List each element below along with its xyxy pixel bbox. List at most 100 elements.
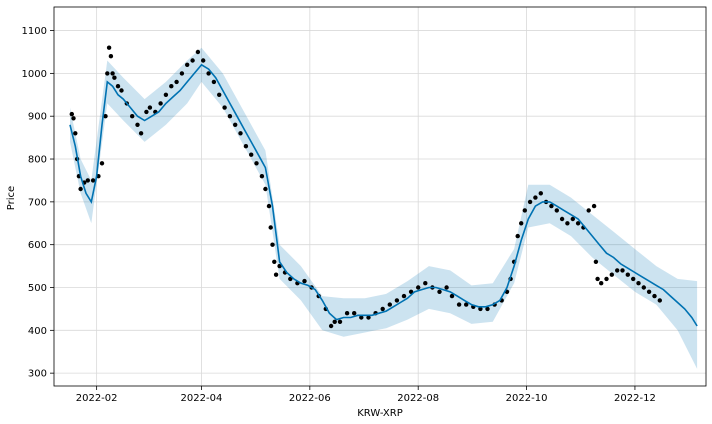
x-tick-label: 2022-08 — [397, 393, 439, 404]
observed-point — [273, 272, 279, 277]
observed-point — [604, 276, 609, 282]
observed-point — [105, 71, 110, 76]
observed-point — [332, 319, 337, 324]
observed-point — [206, 71, 211, 76]
observed-point — [636, 281, 641, 286]
observed-point — [565, 221, 570, 226]
observed-point — [595, 276, 600, 282]
observed-point — [179, 71, 185, 76]
observed-point — [437, 289, 442, 294]
observed-point — [328, 323, 334, 329]
observed-point — [522, 208, 527, 213]
observed-point — [485, 306, 490, 312]
y-tick-label: 1100 — [22, 26, 47, 37]
observed-point — [158, 101, 163, 106]
observed-point — [559, 216, 565, 222]
observed-point — [631, 276, 636, 282]
observed-point — [302, 278, 307, 284]
observed-point — [103, 114, 108, 119]
observed-point — [238, 131, 243, 136]
observed-point — [222, 105, 227, 110]
observed-point — [268, 225, 273, 230]
observed-point — [174, 79, 179, 85]
observed-point — [554, 208, 559, 213]
uncertainty-band — [70, 47, 698, 369]
observed-point — [359, 315, 364, 320]
observed-point — [352, 311, 357, 316]
observed-point — [401, 293, 407, 299]
observed-point — [646, 289, 652, 294]
observed-point — [620, 268, 625, 273]
observed-point — [575, 221, 581, 226]
forecast-line — [69, 63, 698, 327]
observed-point — [135, 122, 140, 128]
observed-point — [201, 58, 206, 63]
observed-point — [169, 84, 174, 89]
observed-point — [90, 178, 96, 183]
observed-point — [380, 306, 385, 312]
observed-point — [625, 272, 630, 277]
observed-point — [456, 302, 462, 307]
observed-point — [130, 114, 135, 119]
uncertainty-band-layer — [70, 47, 698, 369]
x-axis-ticks: 2022-02 2022-04 2022-06 2022-08 2022-10 2022-… — [76, 386, 656, 404]
observed-point — [591, 203, 597, 209]
observed-point — [259, 174, 265, 179]
observed-point — [277, 263, 282, 269]
y-tick-label: 400 — [28, 326, 47, 337]
observed-point — [272, 259, 277, 264]
y-tick-label: 600 — [28, 240, 47, 251]
x-tick-label: 2022-02 — [76, 393, 118, 404]
observed-point — [110, 71, 115, 76]
observed-point — [112, 75, 117, 80]
observed-point — [190, 58, 195, 63]
y-tick-label: 900 — [28, 112, 47, 123]
observed-point — [71, 116, 76, 121]
observed-point — [609, 272, 614, 277]
observed-point — [615, 268, 620, 273]
observed-point — [423, 281, 428, 286]
x-tick-label: 2022-10 — [506, 393, 548, 404]
observed-point — [519, 221, 524, 226]
observed-point — [243, 144, 249, 149]
observed-point — [185, 62, 190, 67]
x-axis-label: KRW-XRP — [357, 408, 403, 419]
x-tick-label: 2022-06 — [289, 393, 331, 404]
y-tick-label: 500 — [28, 283, 47, 294]
observed-point — [366, 315, 371, 320]
observed-point — [538, 191, 543, 196]
observed-point — [641, 285, 646, 290]
observed-point — [249, 152, 254, 157]
observed-point — [652, 293, 657, 299]
observed-point — [337, 319, 343, 324]
y-tick-label: 1000 — [22, 69, 47, 80]
observed-point — [657, 298, 662, 303]
observed-point — [527, 199, 533, 205]
observed-point — [394, 298, 400, 303]
observed-point — [211, 79, 217, 85]
observed-point — [163, 92, 169, 98]
observed-point — [515, 233, 520, 239]
observed-point — [266, 203, 272, 209]
y-axis-ticks: 300 400 500 600 700 800 900 1000 1100 — [22, 26, 54, 380]
observed-point — [227, 114, 233, 119]
forecast-line-layer — [69, 63, 698, 327]
observed-points-layer — [69, 45, 662, 329]
observed-point — [78, 186, 83, 192]
observed-point — [217, 92, 222, 98]
observed-point — [593, 259, 599, 264]
y-tick-label: 300 — [28, 369, 47, 380]
y-tick-label: 800 — [28, 155, 47, 166]
observed-point — [570, 216, 575, 222]
observed-point — [586, 208, 591, 213]
x-tick-label: 2022-04 — [181, 393, 223, 404]
observed-point — [138, 131, 144, 136]
observed-point — [233, 122, 238, 128]
x-tick-label: 2022-12 — [614, 393, 656, 404]
observed-point — [108, 54, 114, 59]
plot-frame — [53, 6, 707, 387]
observed-point — [115, 84, 121, 89]
observed-point — [195, 49, 201, 55]
